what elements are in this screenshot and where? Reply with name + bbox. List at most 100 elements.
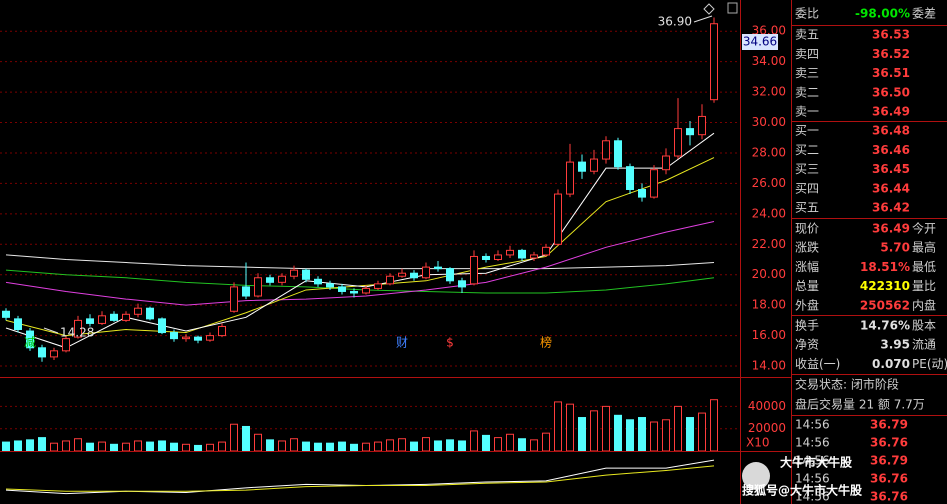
quote-label: 卖五 — [795, 28, 819, 42]
candle-body — [170, 332, 178, 340]
quote-label-2: 流通 — [912, 338, 936, 352]
volume-bar — [242, 425, 250, 452]
event-marker: $ — [446, 336, 454, 350]
quote-value: 36.76 — [870, 472, 908, 486]
volume-bar — [134, 440, 142, 452]
volume-bar — [314, 442, 322, 452]
quote-label-2: 今开 — [912, 221, 936, 236]
watermark-logo — [742, 462, 770, 490]
y-tick-label: 22.00 — [752, 237, 786, 251]
quote-label: 14:56 — [795, 472, 830, 486]
volume-bar — [206, 443, 214, 452]
volume-bar — [530, 439, 538, 452]
y-tick-label: 20000 — [748, 421, 786, 435]
candle-body — [518, 249, 526, 259]
watermark-subtitle: 搜狐号@大牛市大牛股 — [742, 483, 863, 498]
quote-value: 36.49 — [872, 105, 910, 119]
icon-diamond[interactable] — [703, 3, 715, 15]
volume-bar — [62, 440, 70, 452]
volume-bar — [686, 417, 694, 452]
candle-body — [494, 254, 502, 261]
quote-value: 36.79 — [870, 418, 908, 432]
quote-label-2: 委差 — [912, 7, 936, 21]
volume-bar — [146, 441, 154, 452]
quote-label: 收益(一) — [795, 357, 840, 371]
quote-label: 外盘 — [795, 297, 819, 312]
candle-body — [242, 286, 250, 297]
volume-bar — [614, 414, 622, 452]
candle-body — [458, 280, 466, 288]
candle-body — [338, 286, 346, 292]
volume-bar — [458, 440, 466, 452]
volume-bar — [266, 439, 274, 452]
quote-label: 买二 — [795, 143, 819, 157]
candle-body — [146, 307, 154, 320]
volume-bar — [290, 438, 298, 452]
volume-bar — [422, 437, 430, 452]
y-tick-label: 18.00 — [752, 298, 786, 312]
last-price: 34.66 — [743, 35, 777, 49]
candle-body — [62, 338, 70, 352]
candle-body — [218, 325, 226, 337]
quote-label: 交易状态: 闭市阶段 — [795, 377, 899, 392]
volume-bar — [38, 437, 46, 452]
candle-body — [434, 266, 442, 270]
quote-label: 卖一 — [795, 105, 819, 119]
volume-bar — [230, 423, 238, 452]
quote-value: 36.46 — [872, 143, 910, 157]
candle-body — [254, 277, 262, 297]
candle-body — [590, 158, 598, 172]
volume-bar — [386, 439, 394, 452]
volume-bar — [590, 410, 598, 452]
y-tick-label: 26.00 — [752, 176, 786, 190]
quote-label-2: 内盘 — [912, 297, 936, 312]
quote-label: 涨幅 — [795, 259, 819, 274]
candle-body — [182, 336, 190, 340]
candle-body — [374, 283, 382, 289]
candle-body — [554, 193, 562, 245]
quote-value: 422310 — [860, 279, 910, 293]
quote-value: 36.50 — [872, 85, 910, 99]
volume-bar — [374, 441, 382, 452]
volume-bar — [578, 417, 586, 452]
candle-body — [578, 161, 586, 172]
volume-bar — [518, 438, 526, 452]
volume-bar — [218, 441, 226, 452]
candle-body — [398, 272, 406, 277]
volume-bar — [710, 399, 718, 452]
volume-bar — [542, 432, 550, 452]
candle-body — [710, 23, 718, 101]
candle-body — [122, 313, 130, 321]
quote-value: 36.76 — [870, 490, 908, 504]
quote-value: 36.52 — [872, 47, 910, 61]
candle-body — [362, 287, 370, 294]
quote-label: 卖四 — [795, 47, 819, 61]
y-tick-label: 40000 — [748, 399, 786, 413]
y-tick-label: 34.00 — [752, 54, 786, 68]
icon-window[interactable] — [727, 2, 738, 14]
volume-bar — [302, 441, 310, 452]
volume-bar — [338, 441, 346, 452]
volume-bar — [182, 443, 190, 452]
quote-label-2: 最高 — [912, 240, 936, 255]
ma-line — [5, 254, 715, 270]
quote-label: 卖三 — [795, 66, 819, 80]
volume-bar — [194, 444, 202, 452]
quote-value: 18.51% — [860, 260, 910, 274]
quote-label-2: 量比 — [912, 279, 936, 293]
candle-body — [26, 330, 34, 349]
volume-bar — [698, 412, 706, 452]
candle-body — [230, 286, 238, 312]
volume-bar — [158, 440, 166, 452]
candle-body — [2, 310, 10, 318]
quote-label-2: 股本 — [912, 319, 936, 333]
candle-body — [38, 347, 46, 358]
volume-bar — [494, 437, 502, 452]
candle-body — [158, 318, 166, 334]
candle-body — [674, 128, 682, 157]
candle-body — [290, 269, 298, 277]
quote-value: 36.42 — [872, 201, 910, 215]
volume-bar — [662, 419, 670, 452]
candle-body — [542, 246, 550, 256]
